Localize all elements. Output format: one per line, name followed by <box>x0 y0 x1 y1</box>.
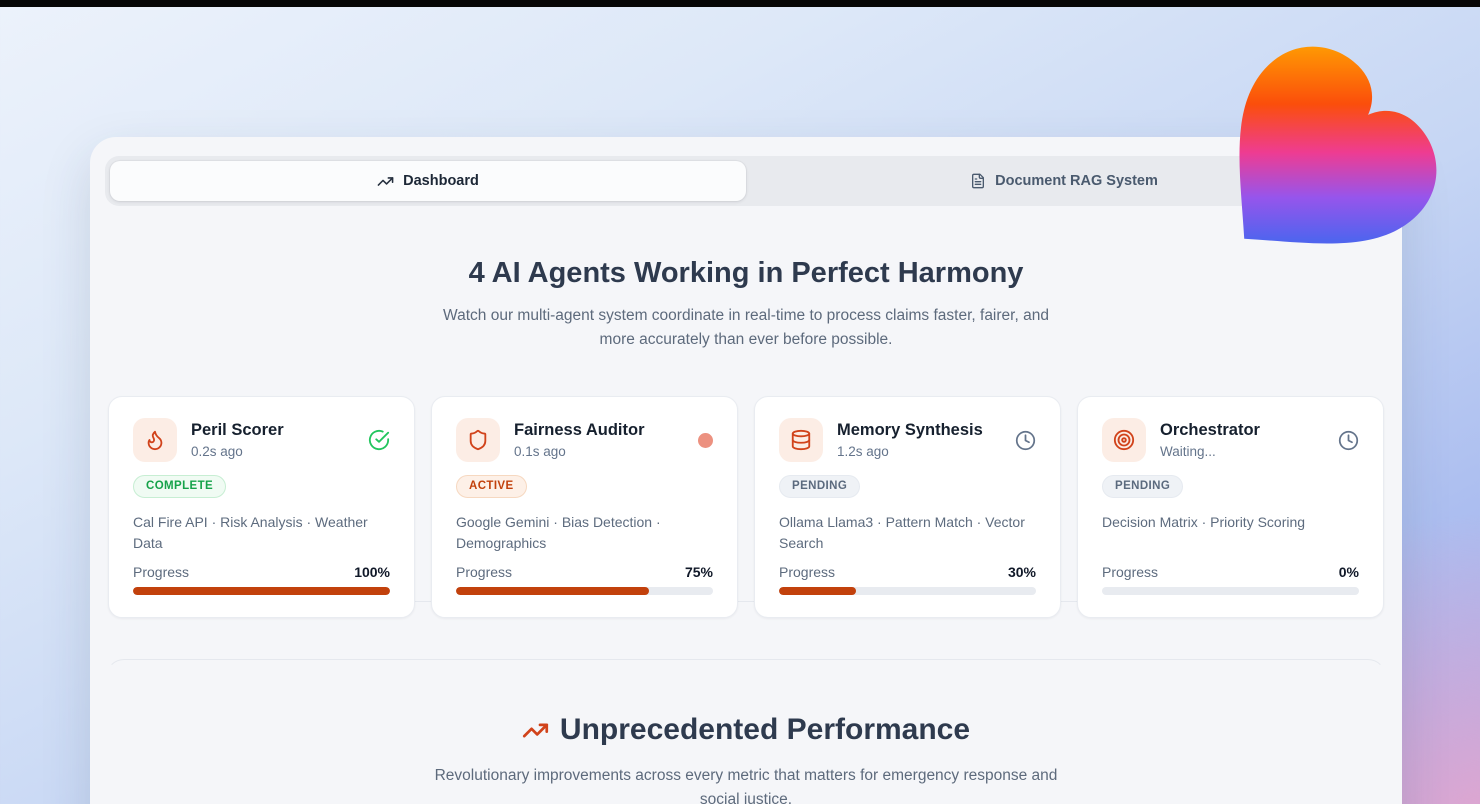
tab-dashboard[interactable]: Dashboard <box>110 161 746 201</box>
agent-last-update: Waiting... <box>1160 443 1216 459</box>
agent-name: Orchestrator <box>1160 420 1260 439</box>
check-circle-icon <box>368 429 390 451</box>
agent-name: Memory Synthesis <box>837 420 983 439</box>
status-badge: COMPLETE <box>133 475 227 498</box>
status-badge: PENDING <box>1102 475 1184 498</box>
performance-subtitle: Revolutionary improvements across every … <box>434 767 1058 804</box>
agent-tools: Ollama Llama3 · Pattern Match · Vector S… <box>779 514 1025 551</box>
agent-card-header: Fairness Auditor 0.1s ago <box>456 418 713 462</box>
progress-bar <box>1102 587 1359 595</box>
file-text-icon <box>970 173 986 189</box>
agent-card-fairness-auditor: Fairness Auditor 0.1s ago ACTIVE Google … <box>431 396 738 618</box>
progress-percent: 100% <box>354 564 390 580</box>
agent-card-memory-synthesis: Memory Synthesis 1.2s ago PENDING Ollama… <box>754 396 1061 618</box>
trending-up-icon <box>522 717 549 744</box>
progress-label: Progress <box>133 564 190 580</box>
dashboard-card: Dashboard Document RAG System 4 AI Agent… <box>90 137 1402 804</box>
agent-last-update: 0.2s ago <box>191 443 243 459</box>
progress-percent: 75% <box>684 564 713 580</box>
progress-percent: 30% <box>1007 564 1036 580</box>
clock-icon <box>1015 430 1036 451</box>
agent-tools: Cal Fire API · Risk Analysis · Weather D… <box>133 514 368 551</box>
agents-section: 4 AI Agents Working in Perfect Harmony W… <box>106 222 1386 618</box>
database-icon <box>779 418 823 462</box>
active-pulse-dot-icon <box>698 432 713 448</box>
progress-bar <box>133 587 390 595</box>
agent-last-update: 0.1s ago <box>514 443 566 459</box>
progress-bar <box>456 587 713 595</box>
agent-card-header: Memory Synthesis 1.2s ago <box>779 418 1036 462</box>
status-badge: PENDING <box>779 475 861 498</box>
performance-title: Unprecedented Performance <box>559 713 971 746</box>
tab-dashboard-label: Dashboard <box>403 173 479 189</box>
performance-section: Unprecedented Performance Revolutionary … <box>106 659 1386 804</box>
agent-card-header: Peril Scorer 0.2s ago <box>133 418 390 462</box>
progress-label: Progress <box>456 564 513 580</box>
agent-tools: Google Gemini · Bias Detection · Demogra… <box>456 514 661 551</box>
agent-last-update: 1.2s ago <box>837 443 889 459</box>
progress-label: Progress <box>1102 564 1159 580</box>
heart-logo[interactable] <box>1176 29 1454 307</box>
target-icon <box>1102 418 1146 462</box>
status-badge: ACTIVE <box>456 475 527 498</box>
agent-card-peril-scorer: Peril Scorer 0.2s ago COMPLETE Cal Fire … <box>108 396 415 618</box>
clock-icon <box>1338 430 1359 451</box>
page-subtitle: Watch our multi-agent system coordinate … <box>443 307 1049 348</box>
tab-document-rag-label: Document RAG System <box>995 173 1158 189</box>
trending-up-icon <box>377 173 394 190</box>
progress-percent: 0% <box>1338 564 1359 580</box>
agent-name: Fairness Auditor <box>514 420 645 439</box>
page-title: 4 AI Agents Working in Perfect Harmony <box>468 257 1024 289</box>
agent-tools: Decision Matrix · Priority Scoring <box>1102 514 1306 530</box>
agent-card-header: Orchestrator Waiting... <box>1102 418 1359 462</box>
window-top-strip <box>0 0 1480 7</box>
shield-icon <box>456 418 500 462</box>
tab-document-rag-system[interactable]: Document RAG System <box>746 161 1382 201</box>
progress-bar-fill <box>779 587 857 595</box>
progress-bar <box>779 587 1036 595</box>
agent-card-orchestrator: Orchestrator Waiting... PENDING Decision… <box>1077 396 1384 618</box>
progress-label: Progress <box>779 564 836 580</box>
tab-bar: Dashboard Document RAG System <box>105 156 1387 206</box>
flame-icon <box>133 418 177 462</box>
agent-name: Peril Scorer <box>191 420 284 439</box>
agent-card-row: Peril Scorer 0.2s ago COMPLETE Cal Fire … <box>108 396 1384 618</box>
progress-bar-fill <box>456 587 649 595</box>
progress-bar-fill <box>133 587 390 595</box>
